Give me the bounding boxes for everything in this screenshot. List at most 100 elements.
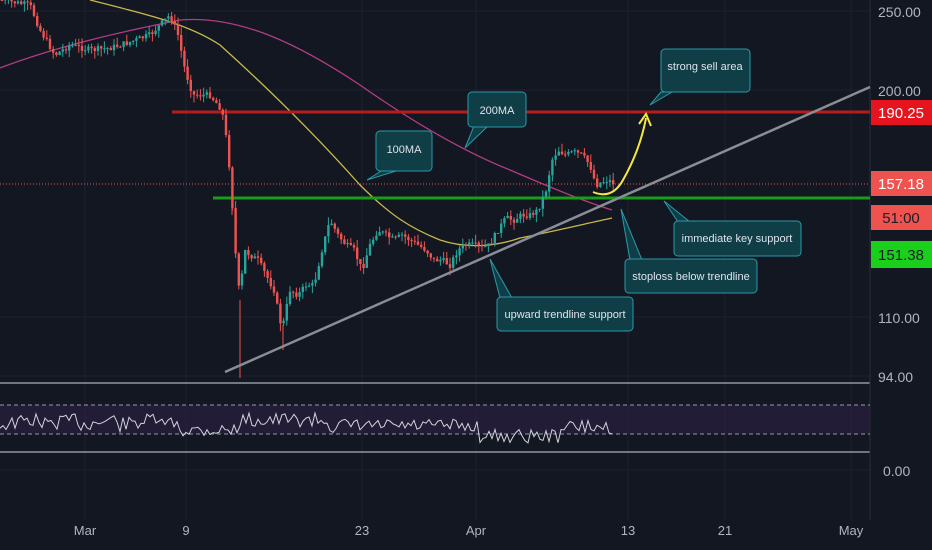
candle-body [247,249,250,256]
candle-body [330,223,333,226]
candle-body [368,243,372,256]
candle-body [608,180,612,183]
candle-body [564,154,567,156]
callout-strong-sell: strong sell area [649,48,751,106]
x-tick-label: 23 [355,523,369,538]
candle-body [285,303,288,321]
candle-body [522,213,525,217]
candles [0,0,615,378]
x-tick-label: 9 [182,523,189,538]
price-tag-countdown: 51:00 [871,205,932,230]
x-tick-label: Apr [466,523,487,538]
candle-body [381,231,384,233]
callout-strong-sell-text: strong sell area [667,61,743,73]
candle-body [400,234,404,236]
callout-100ma: 100MA [366,130,433,181]
candle-body [240,273,244,286]
candle-body [80,45,84,51]
candle-body [480,245,484,247]
price-tag-resistance-text: 190.25 [878,105,924,122]
ma200-line [0,18,613,211]
candle-body [186,66,189,80]
candle-body [29,2,32,6]
candle-body [106,48,109,50]
candle-body [612,180,615,185]
candle-body [196,94,199,96]
candle-body [269,277,272,287]
candle-body [490,243,493,245]
candle-body [135,38,138,41]
candle-body [250,255,253,259]
candle-body [74,44,77,46]
candle-body [100,46,103,49]
candle-body [55,52,58,55]
candle-body [324,236,327,253]
candle-body [77,44,80,46]
candle-body [138,36,141,39]
candle-body [484,246,487,248]
candle-body [378,232,381,236]
candle-body [445,258,448,265]
candle-body [416,241,420,245]
y-tick-label: 94.00 [878,369,913,385]
candle-body [327,225,330,237]
candle-body [538,208,541,210]
candle-body [554,155,557,160]
candle-body [605,182,608,184]
candle-body [596,178,599,187]
candle-body [23,1,26,4]
candle-body [509,215,512,220]
candle-body [468,242,471,246]
price-tag-support: 151.38 [871,241,932,268]
candle-body [439,259,442,262]
candle-body [221,109,224,115]
callout-200ma: 200MA [464,91,527,149]
candle-body [375,235,378,240]
candle-body [26,1,29,3]
candle-body [109,48,112,51]
candle-body [349,243,352,246]
candle-body [218,103,221,110]
candle-body [202,94,205,97]
candle-body [157,25,160,31]
candle-body [173,21,176,25]
candle-body [215,100,218,104]
candle-body [160,20,164,26]
candle-body [154,30,157,35]
candle-body [93,48,96,51]
price-tag-support-text: 151.38 [878,247,924,264]
candle-body [144,34,148,39]
candle-body [141,36,144,39]
callout-trendline-support-text: upward trendline support [504,309,625,321]
candle-body [528,213,532,218]
candle-body [557,151,560,156]
candle-body [423,246,426,251]
candle-body [256,256,260,258]
candle-body [20,1,23,4]
candle-body [426,250,429,254]
candle-body [292,291,295,293]
price-axis-bg [871,0,932,550]
candle-body [48,38,52,49]
candle-body [474,242,477,244]
candle-body [397,234,400,237]
candle-body [112,44,116,51]
candle-body [237,253,240,286]
candle-body [128,41,132,45]
candle-body [413,240,416,242]
candle-body [32,5,36,17]
candle-body [391,236,394,238]
candle-body [496,232,500,234]
candle-body [384,231,388,233]
candle-body [320,252,324,267]
candle-body [52,48,55,53]
candle-body [119,46,122,48]
candle-body [586,155,589,163]
candle-body [64,49,68,51]
projection-arrow [592,117,647,196]
candle-body [560,151,564,155]
candle-body [0,0,4,1]
candle-body [266,271,269,278]
candle-body [436,258,439,262]
